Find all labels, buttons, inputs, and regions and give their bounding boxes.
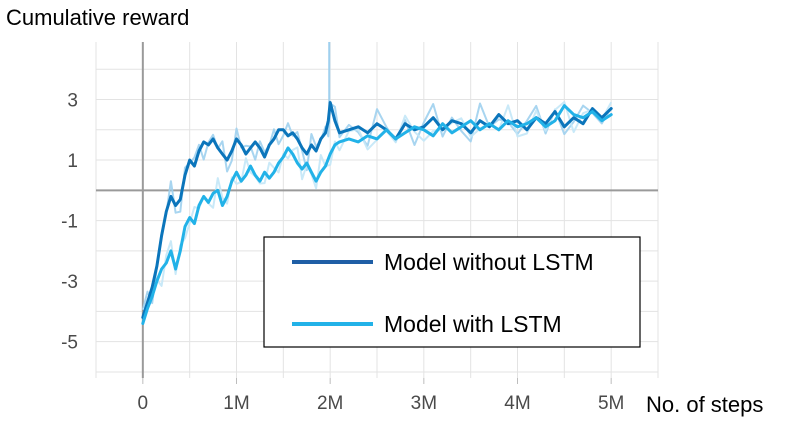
x-tick-label: 0 bbox=[138, 393, 149, 414]
series-line bbox=[141, 104, 613, 325]
x-tick-label: 3M bbox=[411, 393, 437, 414]
y-tick-label: 1 bbox=[67, 151, 78, 172]
series-line bbox=[141, 101, 613, 319]
x-tick-label: 2M bbox=[317, 393, 343, 414]
legend-label-with-lstm: Model with LSTM bbox=[384, 311, 562, 337]
legend-box bbox=[263, 236, 641, 348]
y-tick-label: -1 bbox=[61, 212, 78, 233]
legend: Model without LSTM Model with LSTM bbox=[263, 236, 641, 348]
x-tick-label: 4M bbox=[504, 393, 530, 414]
y-tick-label: -3 bbox=[61, 272, 78, 293]
tick-labels: 0 1M 2M 3M 4M 5M 3 1 -1 -3 -5 bbox=[61, 91, 624, 414]
legend-label-without-lstm: Model without LSTM bbox=[384, 249, 594, 275]
y-axis-title: Cumulative reward bbox=[6, 5, 189, 30]
series-raw-line bbox=[141, 102, 613, 311]
y-tick-label: 3 bbox=[67, 91, 78, 112]
x-tick-label: 1M bbox=[223, 393, 249, 414]
y-tick-label: -5 bbox=[61, 333, 78, 354]
x-axis-title: No. of steps bbox=[646, 392, 763, 417]
x-tick-label: 5M bbox=[598, 393, 624, 414]
series-lines bbox=[141, 101, 613, 325]
